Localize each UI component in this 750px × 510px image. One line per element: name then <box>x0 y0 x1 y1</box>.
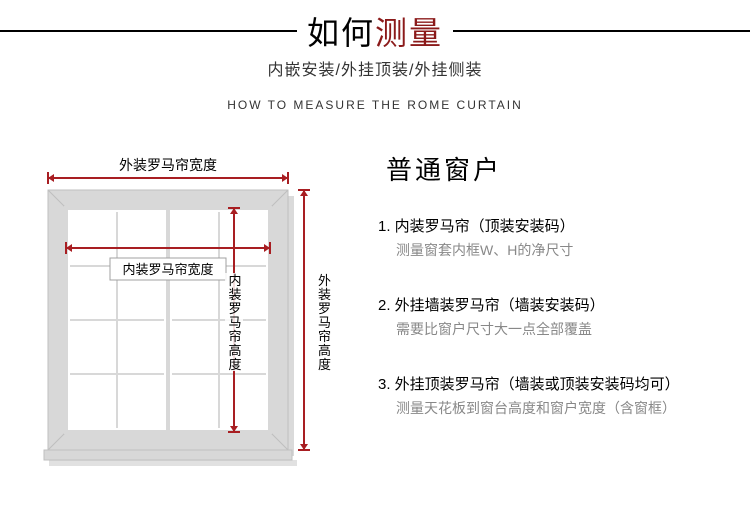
svg-text:装: 装 <box>318 287 331 302</box>
title-row: 如何测量 <box>0 8 750 54</box>
instruction-item: 1. 内装罗马帘（顶装安装码） 测量窗套内框W、H的净尺寸 <box>378 215 730 260</box>
svg-text:内装罗马帘宽度: 内装罗马帘宽度 <box>122 262 213 277</box>
svg-text:马: 马 <box>228 315 241 330</box>
svg-text:装: 装 <box>228 287 241 302</box>
content: 外装罗马帘宽度内装罗马帘宽度内装罗马帘高度内装罗马帘高度外装罗马帘高度 普通窗户… <box>0 140 750 505</box>
svg-text:罗: 罗 <box>318 301 331 316</box>
svg-text:罗: 罗 <box>228 301 241 316</box>
rule-left <box>0 30 297 32</box>
header: 如何测量 内嵌安装/外挂顶装/外挂侧装 HOW TO MEASURE THE R… <box>0 0 750 112</box>
instruction-desc: 需要比窗户尺寸大一点全部覆盖 <box>378 319 730 339</box>
svg-text:高: 高 <box>228 343 241 358</box>
instructions: 普通窗户 1. 内装罗马帘（顶装安装码） 测量窗套内框W、H的净尺寸 2. 外挂墙装… <box>340 140 730 505</box>
svg-text:外: 外 <box>318 273 331 288</box>
svg-text:内: 内 <box>228 273 241 288</box>
instruction-head: 3. 外挂顶装罗马帘（墙装或顶装安装码均可） <box>378 373 730 394</box>
svg-text:帘: 帘 <box>228 329 241 344</box>
instruction-head: 1. 内装罗马帘（顶装安装码） <box>378 215 730 236</box>
svg-text:高: 高 <box>318 343 331 358</box>
instruction-item: 3. 外挂顶装罗马帘（墙装或顶装安装码均可） 测量天花板到窗台高度和窗户宽度（含窗… <box>378 373 730 418</box>
en-subtitle: HOW TO MEASURE THE ROME CURTAIN <box>0 98 750 112</box>
instruction-desc: 测量天花板到窗台高度和窗户宽度（含窗框） <box>378 398 730 418</box>
window-diagram: 外装罗马帘宽度内装罗马帘宽度内装罗马帘高度内装罗马帘高度外装罗马帘高度 <box>20 140 340 505</box>
instruction-desc: 测量窗套内框W、H的净尺寸 <box>378 240 730 260</box>
instruction-item: 2. 外挂墙装罗马帘（墙装安装码） 需要比窗户尺寸大一点全部覆盖 <box>378 294 730 339</box>
rule-right <box>453 30 750 32</box>
instruction-head: 2. 外挂墙装罗马帘（墙装安装码） <box>378 294 730 315</box>
instructions-title: 普通窗户 <box>378 150 730 187</box>
window-svg: 外装罗马帘宽度内装罗马帘宽度内装罗马帘高度内装罗马帘高度外装罗马帘高度 <box>20 140 340 500</box>
svg-text:帘: 帘 <box>318 329 331 344</box>
main-title: 如何测量 <box>297 8 453 54</box>
svg-text:度: 度 <box>318 357 331 372</box>
subtitle: 内嵌安装/外挂顶装/外挂侧装 <box>0 56 750 80</box>
svg-text:马: 马 <box>318 315 331 330</box>
svg-text:度: 度 <box>228 357 241 372</box>
title-text-2: 测量 <box>375 15 443 51</box>
title-text-1: 如何 <box>307 15 375 51</box>
svg-text:外装罗马帘宽度: 外装罗马帘宽度 <box>119 157 217 173</box>
